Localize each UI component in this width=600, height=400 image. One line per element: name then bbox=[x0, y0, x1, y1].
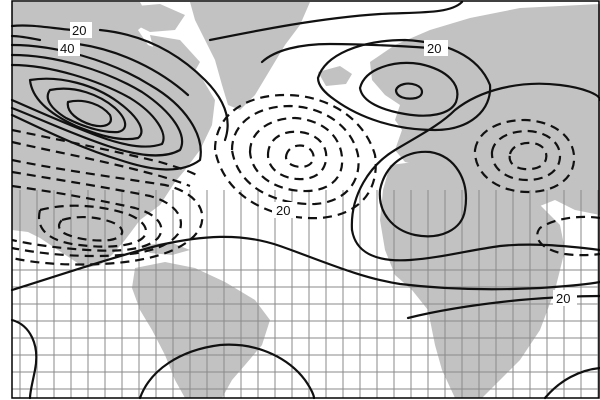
contour-solid bbox=[10, 63, 165, 148]
contour-solid bbox=[316, 38, 492, 132]
contour-solid bbox=[378, 150, 468, 238]
contour-dashed bbox=[11, 158, 204, 266]
contour-dashed bbox=[490, 129, 562, 182]
contour-solid bbox=[66, 99, 112, 128]
contour-solid bbox=[358, 62, 459, 117]
contour-solid bbox=[260, 42, 432, 64]
contour-solid bbox=[10, 235, 600, 292]
contour-solid bbox=[10, 53, 184, 157]
contour-solid bbox=[208, 0, 464, 42]
contour-solid bbox=[350, 228, 600, 262]
contour-dashed bbox=[37, 204, 148, 248]
contour-dashed bbox=[57, 215, 124, 242]
contour-label: 40 bbox=[60, 41, 74, 56]
contour-dashed bbox=[213, 93, 377, 220]
contour-solid bbox=[138, 343, 316, 400]
contour-solid bbox=[394, 82, 424, 100]
contour-dashed bbox=[11, 184, 163, 252]
south-america-land bbox=[132, 262, 270, 398]
contour-solid bbox=[406, 294, 600, 320]
baffin-island-land bbox=[150, 35, 200, 80]
contour-solid bbox=[98, 28, 229, 142]
contour-dashed bbox=[11, 140, 191, 188]
north-america-land bbox=[12, 2, 215, 268]
contour-solid bbox=[28, 77, 143, 141]
contour-label: 20 bbox=[276, 203, 290, 218]
contour-solid bbox=[10, 318, 38, 400]
contour-solid bbox=[543, 366, 600, 400]
caribbean-islands-land bbox=[140, 242, 190, 255]
contour-dashed bbox=[11, 170, 183, 258]
dashed-contours bbox=[11, 93, 600, 266]
land-layer bbox=[12, 2, 600, 398]
arctic-islands-land bbox=[115, 4, 185, 32]
contour-dashed bbox=[508, 141, 548, 171]
lat-lon-grid bbox=[12, 190, 599, 398]
contour-solid bbox=[46, 87, 127, 134]
contour-solid bbox=[10, 34, 42, 42]
contour-label: 20 bbox=[72, 23, 86, 38]
contour-dashed bbox=[230, 104, 360, 206]
contour-label: 20 bbox=[556, 291, 570, 306]
contour-dashed bbox=[248, 116, 344, 193]
greenland-land bbox=[190, 2, 310, 110]
contour-solid bbox=[10, 43, 202, 171]
contour-dashed bbox=[536, 215, 600, 257]
contour-dashed bbox=[11, 128, 199, 177]
map-frame bbox=[11, 0, 600, 399]
contour-dashed bbox=[284, 144, 315, 169]
contour-solid bbox=[350, 82, 600, 232]
contour-labels: 20 40 20 20 20 bbox=[58, 22, 577, 306]
contour-solid bbox=[76, 42, 190, 97]
iceland-land bbox=[318, 66, 352, 86]
solid-contours bbox=[10, 0, 600, 400]
contour-label: 20 bbox=[427, 41, 441, 56]
contour-solid bbox=[10, 24, 74, 32]
contour-dashed bbox=[266, 130, 328, 181]
